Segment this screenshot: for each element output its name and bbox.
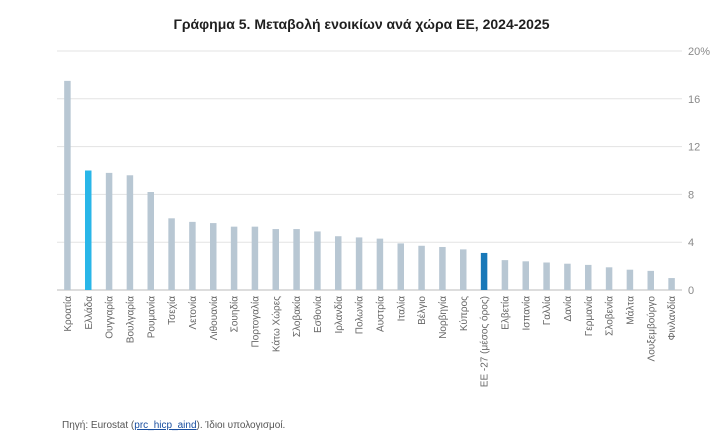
y-tick-label: 8 <box>688 189 694 201</box>
x-tick-label: Κάτω Χώρες <box>270 296 282 352</box>
x-tick-label: ΕΕ -27 (μέσος όρος) <box>479 296 491 387</box>
bar-17 <box>418 245 425 290</box>
x-tick-label: Αυστρία <box>374 296 386 332</box>
bar-6 <box>189 221 196 290</box>
x-tick-label: Σουηδία <box>229 296 241 333</box>
y-tick-label: 0 <box>688 285 694 297</box>
x-tick-label: Σλοβενία <box>604 296 616 336</box>
bar-3 <box>126 175 134 290</box>
source-suffix: ). Ίδιοι υπολογισμοί. <box>196 420 286 431</box>
bar-7 <box>210 223 217 290</box>
bar-12 <box>314 231 321 290</box>
x-tick-label: Λιθουανία <box>208 296 220 340</box>
bar-10 <box>272 229 279 290</box>
x-tick-label: Μάλτα <box>624 296 636 325</box>
x-tick-label: Τσεχία <box>166 296 178 325</box>
x-tick-label: Νορβηγία <box>437 296 449 339</box>
x-tick-label: Πολωνία <box>354 296 366 334</box>
y-tick-label: 4 <box>688 237 694 249</box>
y-tick-label: 20% <box>688 46 710 58</box>
x-tick-label: Δανία <box>562 296 574 322</box>
source-prefix: Πηγή: Eurostat ( <box>62 420 135 431</box>
source-note: Πηγή: Eurostat (prc_hicp_aind). Ίδιοι υπ… <box>62 420 285 431</box>
x-tick-label: Ουγγαρία <box>104 296 116 339</box>
grid-lines <box>57 50 682 291</box>
x-tick-label: Κροατία <box>62 296 74 332</box>
bar-9 <box>251 226 259 290</box>
bar-18 <box>439 246 446 290</box>
bar-11 <box>293 229 300 290</box>
x-tick-label: Βέλγιο <box>416 296 428 325</box>
x-tick-label: Λετονία <box>187 296 199 330</box>
x-tick-label: Βουλγαρία <box>124 296 136 343</box>
bar-13 <box>335 236 342 290</box>
bar-29 <box>668 278 675 290</box>
y-tick-label: 16 <box>688 94 700 106</box>
x-tick-label: Ιρλανδία <box>333 296 345 334</box>
bar-25 <box>585 264 592 290</box>
bar-4 <box>147 192 154 290</box>
bar-1 <box>85 170 92 290</box>
bar-14 <box>355 237 363 290</box>
chart-title: Γράφημα 5. Μεταβολή ενοικίων ανά χώρα ΕΕ… <box>173 16 550 32</box>
bar-20 <box>480 252 488 290</box>
x-tick-label: Ελβετία <box>499 296 511 330</box>
x-tick-label: Ιταλία <box>395 296 407 322</box>
bar-0 <box>64 80 71 291</box>
bar-15 <box>376 238 384 290</box>
source-link[interactable]: prc_hicp_aind <box>134 420 197 431</box>
x-tick-label: Φινλανδία <box>666 296 678 341</box>
bars <box>64 80 675 291</box>
x-tick-label: Γαλλία <box>541 296 553 326</box>
bar-27 <box>626 269 634 290</box>
y-tick-label: 12 <box>688 142 700 154</box>
x-tick-label: Εσθονία <box>312 296 324 333</box>
x-tick-label: Λουξεμβούργο <box>645 296 657 362</box>
bar-21 <box>501 260 509 291</box>
bar-24 <box>564 263 571 290</box>
bar-28 <box>647 270 654 290</box>
x-tick-label: Ελλάδα <box>83 296 95 330</box>
x-tick-label: Ρουμανία <box>145 296 157 338</box>
x-tick-label: Πορτογαλία <box>249 296 261 348</box>
x-tick-labels: Κροατία Ελλάδα Ουγγαρία Βουλγαρία Ρουμανία Τσ… <box>62 296 678 388</box>
bar-19 <box>460 249 467 290</box>
bar-22 <box>522 261 529 290</box>
x-tick-label: Γερμανία <box>583 296 595 336</box>
bar-8 <box>230 226 238 290</box>
bar-16 <box>397 243 404 290</box>
x-tick-label: Σλοβακία <box>291 296 303 337</box>
x-tick-label: Κύπρος <box>458 296 470 331</box>
x-tick-label: Ισπανία <box>520 296 532 331</box>
bar-2 <box>105 172 113 290</box>
bar-5 <box>168 218 175 290</box>
bar-26 <box>605 267 613 290</box>
y-tick-labels: 0 4 8 12 16 20% <box>688 46 710 297</box>
bar-23 <box>543 262 550 290</box>
